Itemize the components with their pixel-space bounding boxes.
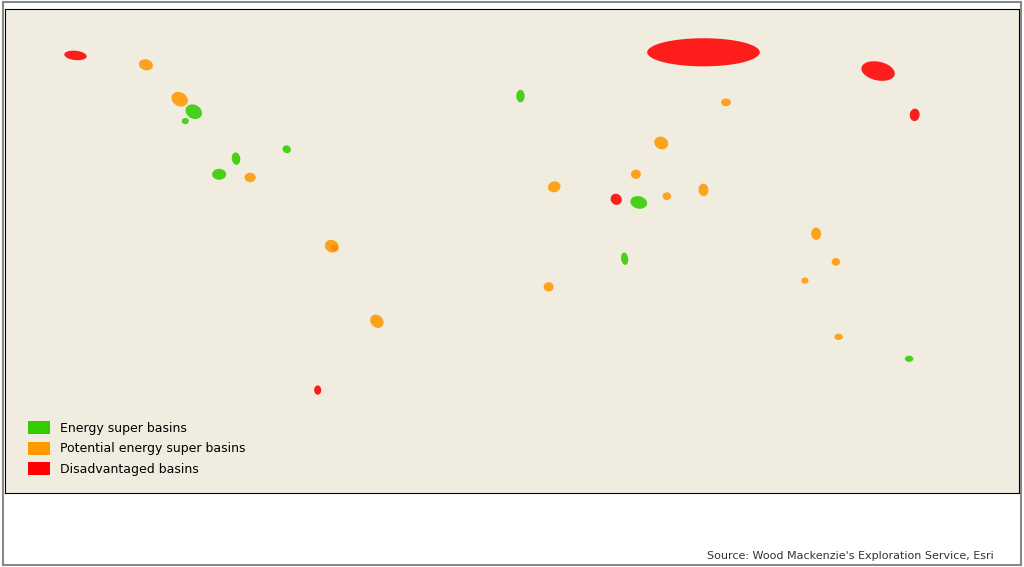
Ellipse shape [516,90,524,102]
Ellipse shape [654,137,669,149]
Ellipse shape [861,61,895,81]
Ellipse shape [245,173,256,182]
Ellipse shape [370,315,384,328]
Ellipse shape [171,92,188,107]
Text: Source: Wood Mackenzie's Exploration Service, Esri: Source: Wood Mackenzie's Exploration Ser… [707,551,993,561]
Ellipse shape [811,227,821,240]
Ellipse shape [283,145,291,153]
Ellipse shape [325,240,339,252]
Ellipse shape [802,277,808,284]
Legend: Energy super basins, Potential energy super basins, Disadvantaged basins: Energy super basins, Potential energy su… [22,415,252,482]
Ellipse shape [631,170,641,179]
Ellipse shape [621,252,629,265]
Ellipse shape [721,99,731,106]
Ellipse shape [610,194,622,205]
Ellipse shape [831,258,840,266]
Ellipse shape [663,192,671,200]
Ellipse shape [331,244,338,251]
Ellipse shape [647,38,760,66]
Ellipse shape [909,109,920,121]
Ellipse shape [698,184,709,196]
Ellipse shape [544,282,554,291]
Ellipse shape [905,356,913,362]
Ellipse shape [314,386,322,395]
Ellipse shape [231,153,241,165]
Ellipse shape [65,50,87,60]
Ellipse shape [185,104,202,119]
Ellipse shape [212,169,226,180]
Ellipse shape [548,181,560,192]
FancyBboxPatch shape [4,7,1020,494]
Ellipse shape [139,59,153,70]
Ellipse shape [182,118,188,124]
Ellipse shape [835,334,843,340]
Ellipse shape [631,196,647,209]
